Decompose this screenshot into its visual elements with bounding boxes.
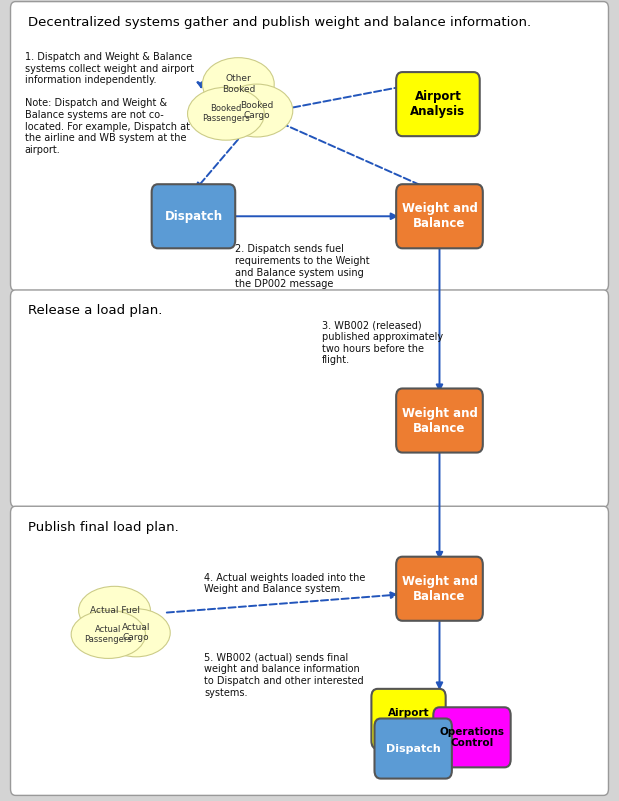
FancyBboxPatch shape bbox=[11, 290, 608, 507]
Text: Dispatch: Dispatch bbox=[165, 210, 222, 223]
FancyBboxPatch shape bbox=[396, 184, 483, 248]
Text: 5. WB002 (actual) sends final
weight and balance information
to Dispatch and oth: 5. WB002 (actual) sends final weight and… bbox=[204, 653, 364, 698]
Text: Actual Fuel: Actual Fuel bbox=[90, 606, 139, 615]
Ellipse shape bbox=[188, 87, 264, 140]
FancyBboxPatch shape bbox=[396, 72, 480, 136]
FancyBboxPatch shape bbox=[374, 718, 452, 779]
Ellipse shape bbox=[71, 610, 145, 658]
Text: Booked
Passengers: Booked Passengers bbox=[202, 104, 250, 123]
Ellipse shape bbox=[102, 609, 170, 657]
FancyBboxPatch shape bbox=[396, 388, 483, 453]
FancyBboxPatch shape bbox=[433, 707, 511, 767]
Text: 4. Actual weights loaded into the
Weight and Balance system.: 4. Actual weights loaded into the Weight… bbox=[204, 573, 366, 594]
Text: Airport
Analysis: Airport Analysis bbox=[410, 91, 465, 118]
Text: Release a load plan.: Release a load plan. bbox=[28, 304, 162, 317]
Text: 2. Dispatch sends fuel
requirements to the Weight
and Balance system using
the D: 2. Dispatch sends fuel requirements to t… bbox=[235, 244, 370, 289]
Text: Weight and
Balance: Weight and Balance bbox=[402, 575, 477, 602]
Text: Other
Booked: Other Booked bbox=[222, 74, 255, 94]
FancyBboxPatch shape bbox=[371, 689, 446, 749]
Text: Actual
Passengers: Actual Passengers bbox=[84, 625, 132, 644]
FancyBboxPatch shape bbox=[11, 2, 608, 291]
Text: Weight and
Balance: Weight and Balance bbox=[402, 203, 477, 230]
Ellipse shape bbox=[79, 586, 150, 634]
FancyBboxPatch shape bbox=[152, 184, 235, 248]
Ellipse shape bbox=[221, 84, 293, 137]
Ellipse shape bbox=[202, 58, 274, 111]
Text: Actual
Cargo: Actual Cargo bbox=[122, 623, 150, 642]
Text: Dispatch: Dispatch bbox=[386, 743, 441, 754]
Text: Airport
Analysis: Airport Analysis bbox=[384, 708, 433, 730]
Text: Decentralized systems gather and publish weight and balance information.: Decentralized systems gather and publish… bbox=[28, 16, 531, 29]
Text: 3. WB002 (released)
published approximately
two hours before the
flight.: 3. WB002 (released) published approximat… bbox=[322, 320, 443, 365]
Text: Weight and
Balance: Weight and Balance bbox=[402, 407, 477, 434]
Text: 1. Dispatch and Weight & Balance
systems collect weight and airport
information : 1. Dispatch and Weight & Balance systems… bbox=[25, 52, 194, 155]
FancyBboxPatch shape bbox=[11, 506, 608, 795]
Text: Publish final load plan.: Publish final load plan. bbox=[28, 521, 179, 533]
Text: Operations
Control: Operations Control bbox=[439, 727, 504, 748]
FancyBboxPatch shape bbox=[396, 557, 483, 621]
Text: Booked
Cargo: Booked Cargo bbox=[240, 101, 274, 120]
